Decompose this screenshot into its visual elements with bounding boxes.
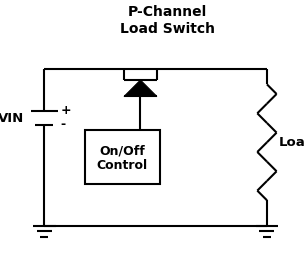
Text: VIN: VIN — [0, 112, 24, 125]
Bar — [85, 130, 160, 184]
Text: +: + — [61, 104, 71, 117]
Text: On/Off: On/Off — [99, 144, 145, 157]
Text: Control: Control — [97, 159, 148, 172]
Text: -: - — [61, 118, 66, 131]
Polygon shape — [124, 80, 157, 96]
Text: Load: Load — [279, 136, 305, 149]
Text: P-Channel
Load Switch: P-Channel Load Switch — [120, 5, 215, 36]
